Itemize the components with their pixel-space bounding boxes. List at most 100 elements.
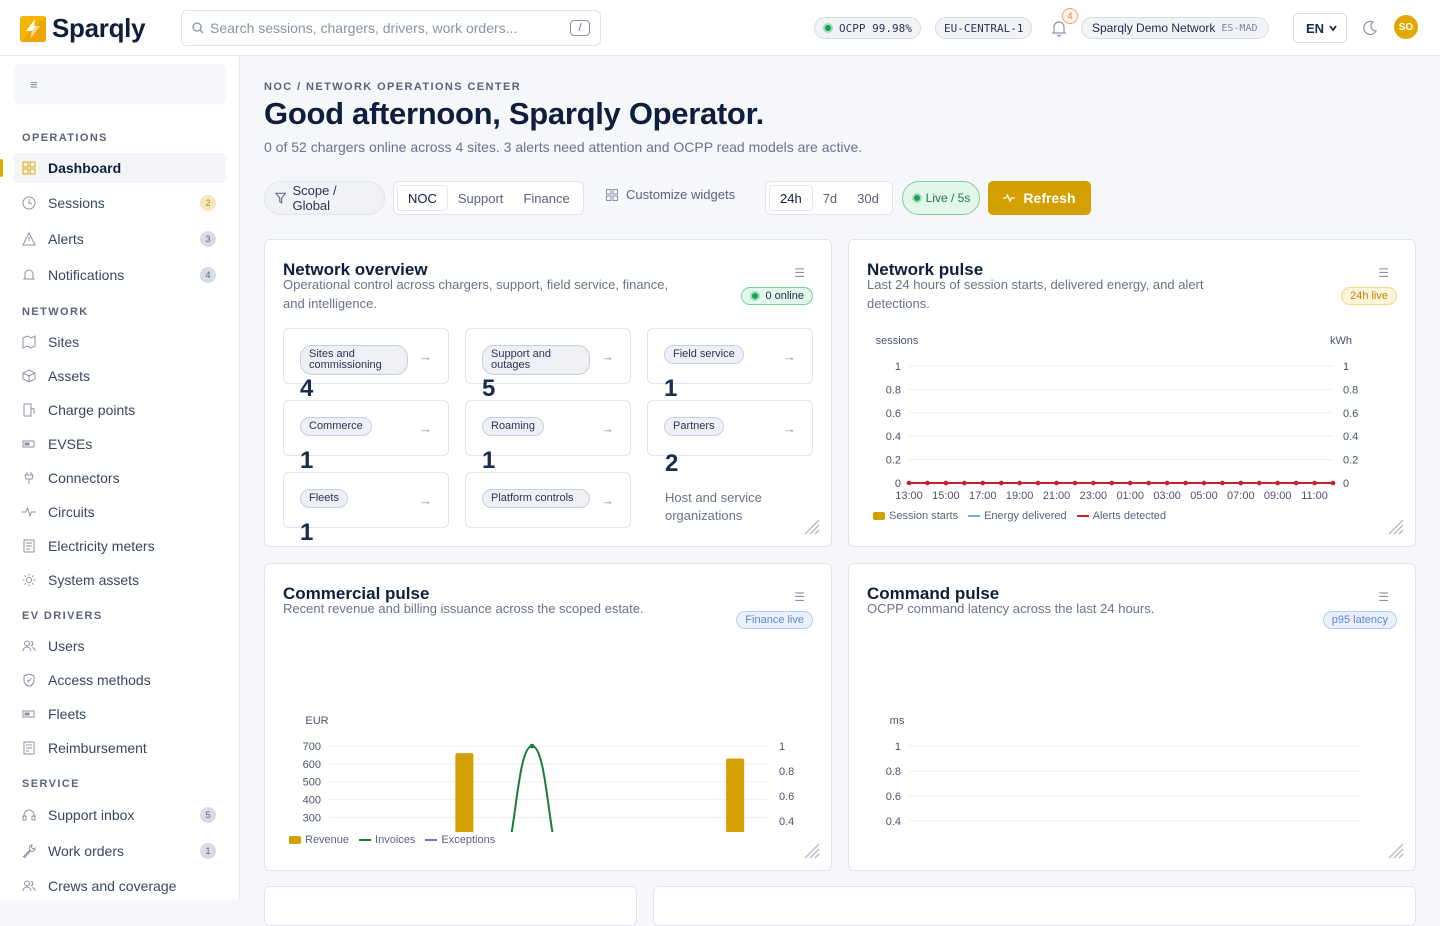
refresh-button[interactable]: Refresh xyxy=(988,181,1091,215)
customize-widgets-button[interactable]: Customize widgets xyxy=(606,187,735,202)
tile-label: Platform controls xyxy=(482,489,590,508)
range-30d[interactable]: 30d xyxy=(857,190,879,206)
legend-session-starts[interactable]: Session starts xyxy=(873,510,958,522)
series-line xyxy=(510,744,554,832)
series-point xyxy=(998,480,1004,486)
latency-badge: p95 latency xyxy=(1322,611,1397,629)
avatar[interactable]: SO xyxy=(1394,15,1418,39)
region-badge: EU-CENTRAL-1 xyxy=(935,17,1033,39)
search-placeholder: Search sessions, chargers, drivers, work… xyxy=(210,20,518,36)
y-tick-label: 400 xyxy=(303,795,321,807)
range-7d[interactable]: 7d xyxy=(822,190,838,206)
y-axis-label: ms xyxy=(890,715,905,727)
legend-invoices[interactable]: Invoices xyxy=(359,834,415,846)
legend-revenue[interactable]: Revenue xyxy=(289,834,349,846)
sidebar-item-system-assets[interactable]: System assets xyxy=(14,565,226,595)
pulse-icon xyxy=(22,505,36,519)
series-point xyxy=(925,480,930,486)
legend-energy-delivered[interactable]: Energy delivered xyxy=(968,510,1067,522)
scope-filter-button[interactable]: Scope / Global xyxy=(264,181,385,215)
language-select[interactable]: EN xyxy=(1293,13,1347,43)
view-tab-finance[interactable]: Finance xyxy=(523,190,570,206)
search-shortcut: / xyxy=(570,20,590,36)
sidebar-item-fleets[interactable]: Fleets xyxy=(14,699,226,729)
sidebar-item-charge-points[interactable]: Charge points xyxy=(14,395,226,425)
resize-handle-icon[interactable] xyxy=(803,842,821,860)
overview-tile-commerce[interactable]: Commerce → 1 xyxy=(283,400,449,473)
sidebar-item-users[interactable]: Users xyxy=(14,631,226,661)
sidebar-item-electricity-meters[interactable]: Electricity meters xyxy=(14,531,226,561)
x-tick-label: 01:00 xyxy=(1116,490,1144,502)
sidebar-item-circuits[interactable]: Circuits xyxy=(14,497,226,527)
sidebar-item-assets[interactable]: Assets xyxy=(14,361,226,391)
x-tick-label: 11:00 xyxy=(1301,490,1328,502)
overview-tile-platform-controls[interactable]: Platform controls → xyxy=(465,472,631,528)
sidebar-item-connectors[interactable]: Connectors xyxy=(14,463,226,493)
legend-alerts-detected[interactable]: Alerts detected xyxy=(1076,510,1166,522)
card-menu-icon[interactable]: ☰ xyxy=(1378,266,1389,280)
battery-icon xyxy=(22,707,36,721)
chart-legend: Revenue Invoices Exceptions xyxy=(289,834,495,846)
range-24h[interactable]: 24h xyxy=(769,185,813,211)
y-tick-label: 0.8 xyxy=(886,384,901,396)
live-toggle[interactable]: Live / 5s xyxy=(902,181,980,215)
sidebar-collapse-button[interactable]: ≡ xyxy=(14,64,226,104)
resize-handle-icon[interactable] xyxy=(803,518,821,536)
overview-tile-support-and-outages[interactable]: Support and outages → 5 xyxy=(465,328,631,401)
sidebar-item-label: Electricity meters xyxy=(48,538,155,554)
card-menu-icon[interactable]: ☰ xyxy=(1378,590,1389,604)
series-point xyxy=(943,480,949,486)
y2-tick-label: 0.6 xyxy=(779,791,794,803)
overview-tile-field-service[interactable]: Field service → 1 xyxy=(647,328,813,401)
overview-tile-fleets[interactable]: Fleets → 1 xyxy=(283,472,449,545)
online-badge: 0 online xyxy=(741,287,813,305)
overview-tile-sites-and-commissioning[interactable]: Sites and commissioning → 4 xyxy=(283,328,449,401)
view-tab-noc[interactable]: NOC xyxy=(397,185,448,211)
logo[interactable]: Sparqly xyxy=(20,13,146,44)
sidebar-item-work-orders[interactable]: Work orders 1 xyxy=(14,836,226,866)
sidebar-item-evses[interactable]: EVSEs xyxy=(14,429,226,459)
chevron-down-icon xyxy=(1329,25,1337,32)
x-tick-label: 13:00 xyxy=(895,490,923,502)
sidebar-section-title: SERVICE xyxy=(22,778,80,790)
sidebar-item-alerts[interactable]: Alerts 3 xyxy=(14,224,226,254)
view-switcher: NOC Support Finance xyxy=(393,181,584,215)
legend-swatch xyxy=(968,515,981,518)
x-tick-label: 15:00 xyxy=(932,490,960,502)
overview-tile-partners[interactable]: Partners → xyxy=(647,400,813,456)
sidebar-item-label: Access methods xyxy=(48,672,151,688)
view-tab-support[interactable]: Support xyxy=(457,190,504,206)
language-value: EN xyxy=(1306,20,1325,36)
x-tick-label: 23:00 xyxy=(1080,490,1108,502)
y2-tick-label: 1 xyxy=(1343,361,1349,373)
y-tick-label: 1 xyxy=(895,741,901,753)
network-selector[interactable]: Sparqly Demo Network ES-MAD xyxy=(1081,17,1269,39)
bar-mark xyxy=(455,753,474,832)
moon-icon[interactable] xyxy=(1362,20,1378,36)
sidebar-item-dashboard[interactable]: Dashboard xyxy=(0,153,226,183)
sidebar-item-access-methods[interactable]: Access methods xyxy=(14,665,226,695)
sidebar-item-crews-and-coverage[interactable]: Crews and coverage xyxy=(14,871,226,901)
triangle-alert-icon xyxy=(22,232,36,246)
series-point xyxy=(1035,480,1041,486)
series-point xyxy=(1164,480,1170,486)
legend-exceptions[interactable]: Exceptions xyxy=(425,834,495,846)
card-menu-icon[interactable]: ☰ xyxy=(794,590,805,604)
legend-swatch xyxy=(359,839,372,842)
sidebar-item-sites[interactable]: Sites xyxy=(14,327,226,357)
x-tick-label: 21:00 xyxy=(1043,490,1071,502)
series-point xyxy=(1220,480,1225,486)
sidebar-item-sessions[interactable]: Sessions 2 xyxy=(14,188,226,218)
resize-handle-icon[interactable] xyxy=(1387,842,1405,860)
series-point xyxy=(1146,480,1151,486)
sidebar-item-reimbursement[interactable]: Reimbursement xyxy=(14,733,226,763)
resize-handle-icon[interactable] xyxy=(1387,518,1405,536)
sidebar-item-notifications[interactable]: Notifications 4 xyxy=(14,260,226,290)
tile-value: 1 xyxy=(664,375,678,402)
overview-tile-roaming[interactable]: Roaming → 1 xyxy=(465,400,631,473)
sidebar-item-support-inbox[interactable]: Support inbox 5 xyxy=(14,800,226,830)
card-menu-icon[interactable]: ☰ xyxy=(794,266,805,280)
bell-icon[interactable] xyxy=(1050,19,1068,37)
search-input[interactable]: Search sessions, chargers, drivers, work… xyxy=(181,10,601,46)
main-content: NOC / NETWORK OPERATIONS CENTER Good aft… xyxy=(240,56,1440,926)
